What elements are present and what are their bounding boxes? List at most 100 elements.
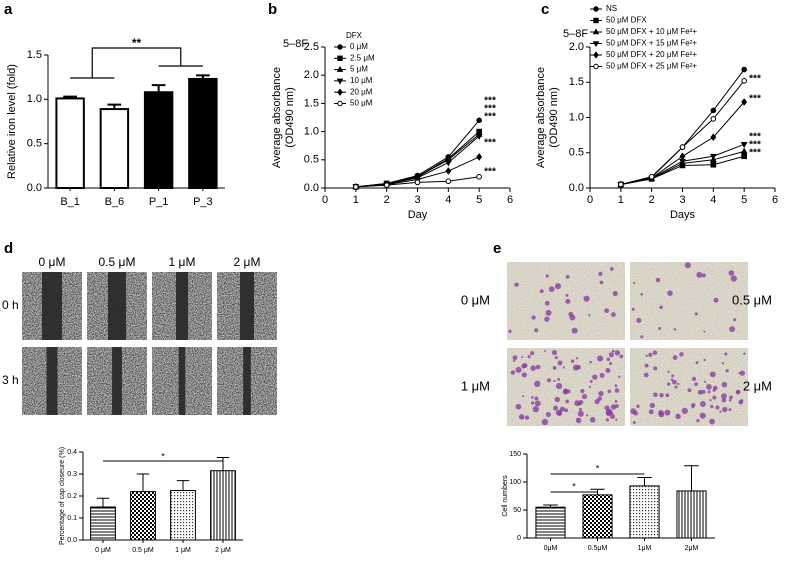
legend-label: 50 μM bbox=[350, 99, 373, 108]
cell bbox=[521, 363, 527, 369]
cell bbox=[735, 389, 741, 395]
y-tick-label: 0.5 bbox=[569, 147, 584, 159]
column-label: 2 μM bbox=[234, 255, 261, 269]
y-axis-label: Relative iron level (fold) bbox=[6, 64, 18, 179]
significance: *** bbox=[749, 140, 761, 151]
cell bbox=[546, 378, 552, 383]
y-axis-label: Average absorbance bbox=[271, 67, 283, 168]
cell bbox=[699, 401, 706, 407]
cell bbox=[589, 417, 596, 423]
bar bbox=[629, 485, 660, 539]
cell bbox=[725, 369, 729, 373]
x-tick-label: 0.5 μM bbox=[132, 547, 154, 554]
x-tick-label: 1 μM bbox=[175, 547, 191, 554]
cell bbox=[694, 382, 698, 386]
cell bbox=[521, 356, 524, 359]
cell bbox=[577, 410, 584, 417]
cell bbox=[534, 396, 539, 401]
cell bbox=[512, 359, 516, 362]
cell bbox=[721, 362, 725, 365]
significance: * bbox=[572, 481, 576, 491]
x-tick-label: 4 bbox=[710, 194, 716, 206]
cell bbox=[539, 289, 544, 294]
cell bbox=[728, 270, 735, 276]
cell bbox=[713, 297, 719, 303]
y-tick-label: 0.2 bbox=[67, 493, 77, 500]
cell bbox=[649, 402, 656, 409]
significance: *** bbox=[484, 112, 496, 123]
cell bbox=[574, 400, 581, 407]
cell bbox=[565, 399, 570, 404]
x-tick-label: 1 bbox=[353, 194, 359, 206]
y-tick-label: 1.5 bbox=[304, 97, 319, 109]
y-tick-label: 0.0 bbox=[27, 182, 42, 194]
marker bbox=[679, 152, 686, 161]
cell bbox=[712, 385, 718, 391]
y-tick-label: 0 bbox=[517, 535, 521, 542]
error-bar bbox=[684, 465, 699, 491]
marker bbox=[476, 173, 482, 180]
y-axis-label: Average absorbance bbox=[535, 67, 547, 168]
x-tick-label: 2 bbox=[384, 194, 390, 206]
cell bbox=[589, 380, 593, 383]
cell bbox=[545, 309, 552, 316]
cell bbox=[576, 364, 581, 370]
cell bbox=[531, 396, 534, 399]
cell bbox=[670, 378, 674, 381]
cell bbox=[687, 388, 692, 393]
cell bbox=[522, 395, 525, 398]
image-label: 0 μM bbox=[461, 292, 490, 307]
cell bbox=[535, 364, 541, 370]
wound-gap bbox=[178, 347, 186, 415]
cell bbox=[599, 372, 605, 378]
cell bbox=[671, 379, 677, 385]
row-label: 3 h bbox=[2, 373, 19, 387]
cell bbox=[604, 308, 610, 314]
significance: *** bbox=[749, 94, 761, 105]
cell bbox=[557, 411, 562, 417]
error-bar bbox=[107, 103, 122, 110]
cell bbox=[527, 355, 531, 359]
cell bbox=[722, 406, 728, 413]
significance: *** bbox=[484, 167, 496, 178]
cell bbox=[640, 292, 644, 296]
cell bbox=[598, 390, 604, 397]
marker bbox=[476, 153, 483, 161]
cell bbox=[521, 372, 527, 378]
legend-marker bbox=[593, 17, 599, 24]
y-axis-label: Percentage of cap closeure (%) bbox=[59, 447, 66, 545]
cell bbox=[597, 355, 604, 362]
cell bbox=[607, 389, 612, 394]
cell bbox=[614, 350, 621, 356]
y-tick-label: 2.5 bbox=[304, 41, 319, 53]
legend-marker bbox=[593, 63, 599, 70]
cell bbox=[676, 382, 680, 386]
legend-marker bbox=[337, 44, 343, 50]
image-label: 2 μM bbox=[743, 378, 772, 393]
cell bbox=[610, 404, 617, 410]
bar bbox=[130, 491, 156, 541]
cell bbox=[589, 360, 592, 364]
cell bbox=[659, 305, 663, 310]
cell bbox=[562, 389, 569, 395]
cell bbox=[578, 407, 583, 412]
marker bbox=[445, 178, 452, 185]
bracket bbox=[70, 47, 203, 79]
image-label: 1 μM bbox=[461, 378, 490, 393]
legend-label: 20 μM bbox=[350, 87, 373, 96]
x-tick-label: 2μM bbox=[685, 545, 699, 552]
cell bbox=[544, 316, 550, 322]
cell bbox=[508, 329, 512, 333]
marker bbox=[710, 116, 717, 122]
x-tick-label: B_6 bbox=[105, 196, 125, 208]
cell bbox=[557, 360, 563, 366]
cell bbox=[606, 357, 610, 362]
cell bbox=[719, 410, 722, 413]
x-axis-label: Days bbox=[670, 209, 696, 221]
panel-label: c bbox=[541, 1, 549, 18]
marker bbox=[444, 160, 452, 167]
legend-marker bbox=[593, 6, 599, 12]
legend-marker bbox=[336, 78, 344, 85]
cell bbox=[665, 393, 670, 398]
cell bbox=[515, 403, 522, 410]
